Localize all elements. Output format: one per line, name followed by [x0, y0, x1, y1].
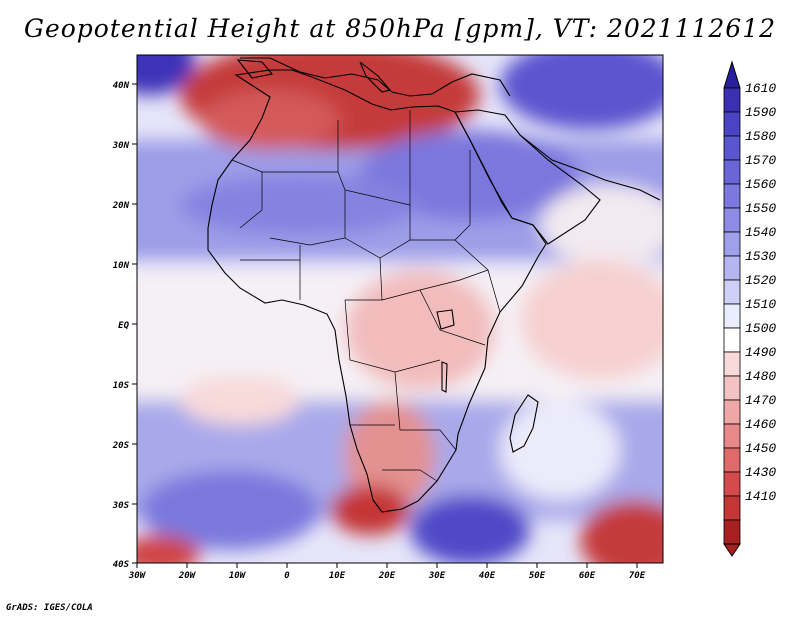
colorbar-label: 1430	[745, 465, 776, 480]
madagascar-coastline	[509, 394, 539, 453]
lon-label: 60E	[579, 571, 596, 581]
colorbar-label: 1470	[745, 393, 776, 408]
colorbar-swatch	[723, 399, 741, 425]
field-se-corner-red	[580, 500, 663, 563]
colorbar-label: 1480	[745, 369, 776, 384]
colorbar-label: 1500	[745, 321, 776, 336]
field-cape-low	[330, 485, 410, 535]
lon-label: 0	[284, 571, 290, 581]
colorbar-swatch	[723, 135, 741, 161]
coastlines	[207, 57, 661, 513]
lat-label: 30N	[112, 141, 130, 151]
arabia-coastline	[454, 109, 601, 245]
colorbar-label: 1590	[745, 105, 776, 120]
africa-coastline	[207, 69, 547, 513]
colorbar-bottom-arrow	[723, 543, 741, 557]
field-indian-ocean-white	[500, 400, 620, 500]
colorbar-swatch	[723, 519, 741, 545]
lat-labels: 40N 30N 20N 10N EQ 10S 20S 30S 40S	[112, 81, 130, 570]
lat-label: 20N	[112, 201, 130, 211]
colorbar-label: 1560	[745, 177, 776, 192]
colorbar-swatches	[723, 87, 741, 545]
lon-labels: 30W 20W 10W 0 10E 20E 30E 40E 50E 60E 70…	[128, 571, 646, 581]
field-south-africa-red	[345, 400, 435, 510]
field-sw-corner-red	[137, 535, 200, 563]
height-field	[137, 55, 663, 563]
country-borders	[231, 110, 501, 482]
colorbar-swatch	[723, 87, 741, 113]
colorbar-label: 1540	[745, 225, 776, 240]
lon-label: 10E	[329, 571, 346, 581]
colorbar-swatch	[723, 327, 741, 353]
field-central-africa-red	[345, 270, 495, 390]
colorbar-swatch	[723, 207, 741, 233]
lon-ticks	[136, 563, 638, 568]
lat-label: EQ	[118, 321, 129, 331]
colorbar-label: 1510	[745, 297, 776, 312]
lat-label: 10N	[113, 261, 130, 271]
colorbar-swatch	[723, 375, 741, 401]
field-arabian-sea-white	[540, 185, 663, 265]
colorbar-label: 1610	[745, 81, 776, 96]
lon-label: 50E	[529, 571, 546, 581]
colorbar-label: 1460	[745, 417, 776, 432]
field-mozambique-blue	[410, 495, 530, 563]
colorbar-labels: 1610 1590 1580 1570 1560 1550 1540 1530 …	[745, 81, 776, 504]
colorbar-swatch	[723, 303, 741, 329]
iberia-coastline	[236, 59, 274, 79]
colorbar-label: 1450	[745, 441, 776, 456]
colorbar-swatch	[723, 111, 741, 137]
field-sahel-blue	[180, 175, 420, 235]
colorbar-label: 1490	[745, 345, 776, 360]
lat-label: 10S	[113, 381, 130, 391]
lon-label: 20E	[378, 571, 396, 581]
colorbar-swatch	[723, 423, 741, 449]
colorbar-swatch	[723, 447, 741, 473]
field-sw-atlantic-blue	[140, 470, 320, 550]
persian-gulf-coast	[519, 134, 661, 201]
field-indian-ocean-pink	[520, 260, 663, 380]
colorbar-swatch	[723, 351, 741, 377]
lake-victoria	[436, 309, 455, 330]
map-title: Geopotential Height at 850hPa [gpm], VT:…	[23, 14, 777, 43]
lat-label: 30S	[112, 501, 130, 511]
colorbar-label: 1530	[745, 249, 776, 264]
field-middle-east-blue	[500, 55, 663, 130]
lat-label: 40N	[113, 81, 130, 91]
lon-label: 30E	[428, 571, 446, 581]
colorbar-top-arrow	[723, 60, 741, 89]
software-credit: GrADS: IGES/COLA	[6, 603, 93, 613]
lon-label: 10W	[229, 571, 247, 581]
lake-malawi	[441, 361, 448, 393]
field-atlantic-pink	[180, 375, 300, 425]
colorbar-label: 1550	[745, 201, 776, 216]
lon-label: 30W	[128, 571, 147, 581]
italy-coastline	[359, 61, 391, 93]
field-sahara-red	[200, 90, 340, 150]
europe-coastline	[240, 57, 511, 97]
lon-label: 70E	[629, 571, 646, 581]
colorbar-swatch	[723, 279, 741, 305]
colorbar-swatch	[723, 255, 741, 281]
colorbar-label: 1570	[745, 153, 776, 168]
colorbar: 1610 1590 1580 1570 1560 1550 1540 1530 …	[723, 60, 776, 557]
colorbar-swatch	[723, 231, 741, 257]
colorbar-label: 1520	[745, 273, 776, 288]
lat-label: 40S	[113, 560, 130, 570]
map-frame	[136, 54, 664, 564]
lon-label: 20W	[178, 571, 197, 581]
lat-ticks	[132, 83, 137, 564]
colorbar-swatch	[723, 471, 741, 497]
colorbar-label: 1580	[745, 129, 776, 144]
colorbar-label: 1410	[745, 489, 776, 504]
colorbar-swatch	[723, 159, 741, 185]
lon-label: 40E	[479, 571, 496, 581]
lat-label: 20S	[112, 441, 130, 451]
colorbar-swatch	[723, 183, 741, 209]
colorbar-swatch	[723, 495, 741, 521]
field-nw-corner-blue	[137, 55, 195, 95]
